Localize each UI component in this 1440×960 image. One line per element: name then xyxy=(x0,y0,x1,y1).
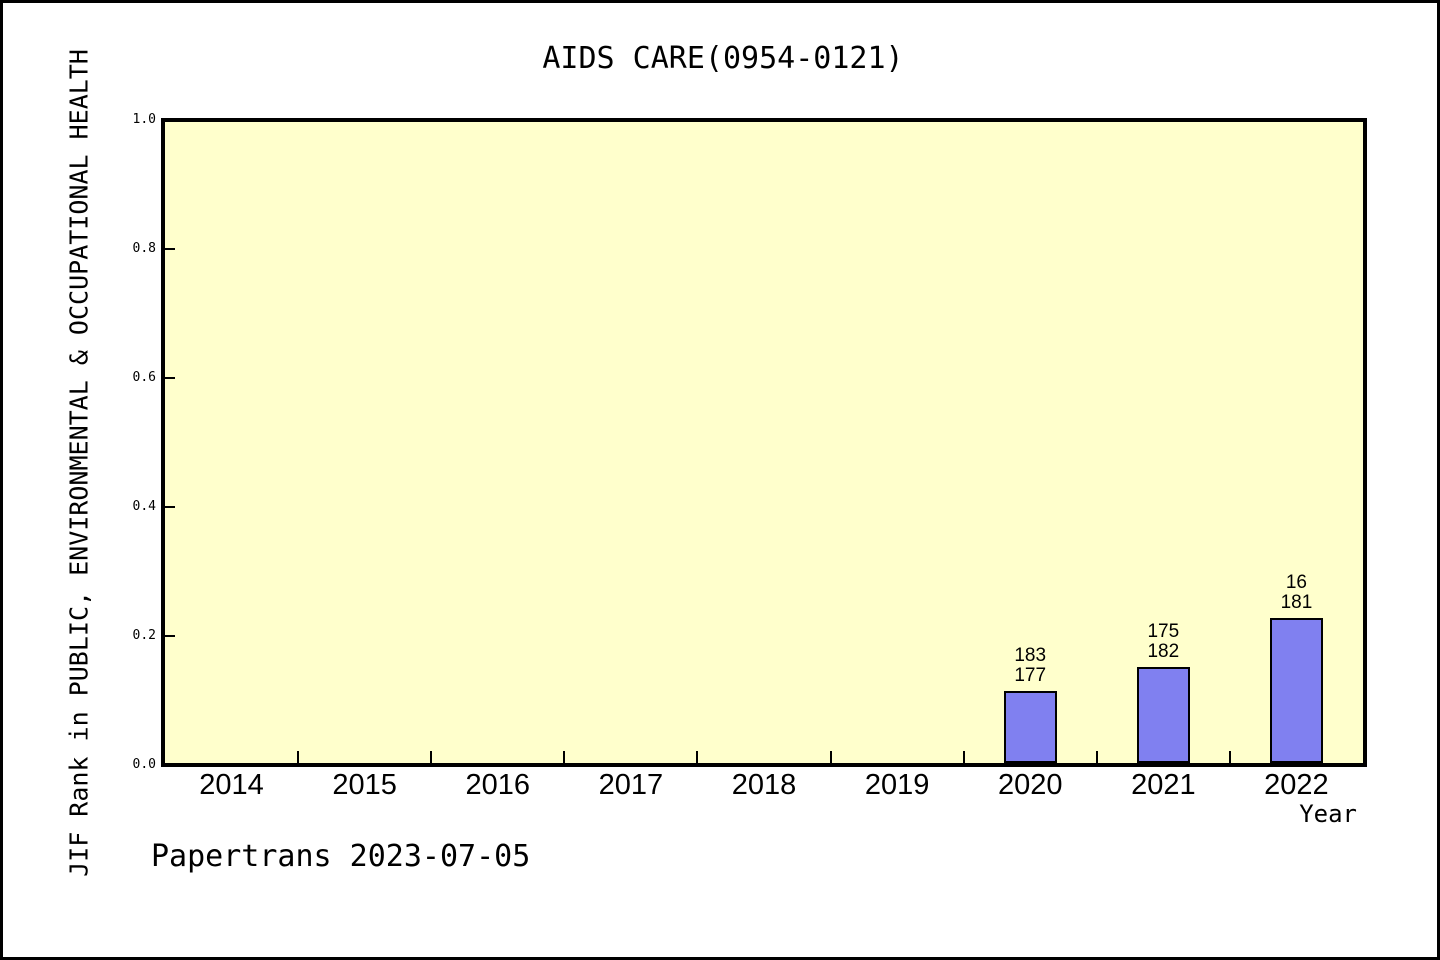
bar-value-line: 177 xyxy=(1014,664,1047,686)
bar-value-label-2020: 183 177 xyxy=(970,644,1090,686)
x-tick-mark xyxy=(696,751,699,763)
bar-value-line: 181 xyxy=(1280,591,1313,613)
x-tick-label-2016: 2016 xyxy=(465,769,531,801)
y-tick-mark xyxy=(165,248,175,250)
x-tick-mark xyxy=(829,751,832,763)
y-tick-label: 0.0 xyxy=(132,757,156,772)
x-tick-mark xyxy=(1095,751,1098,763)
x-tick-mark xyxy=(1228,751,1231,763)
y-tick-mark xyxy=(165,377,175,379)
y-tick-mark xyxy=(165,506,175,508)
y-tick-label: 0.4 xyxy=(132,499,156,514)
bar-value-line: 16 xyxy=(1285,571,1307,593)
watermark-date-text: Papertrans 2023-07-05 xyxy=(151,839,531,874)
y-tick-mark xyxy=(165,635,175,637)
y-tick-label: 0.6 xyxy=(132,370,156,385)
x-tick-mark xyxy=(563,751,566,763)
bar-2020 xyxy=(1003,690,1057,763)
x-tick-label-2014: 2014 xyxy=(199,769,264,801)
x-tick-label-2021: 2021 xyxy=(1131,769,1196,801)
x-tick-label-2015: 2015 xyxy=(332,769,397,801)
bar-value-label-2021: 175 182 xyxy=(1103,620,1223,662)
x-tick-label-2020: 2020 xyxy=(997,769,1063,801)
x-axis-title: Year xyxy=(1299,800,1357,828)
y-axis-label: JIF Rank in PUBLIC, ENVIRONMENTAL & OCCU… xyxy=(64,49,94,877)
y-tick-label: 1.0 xyxy=(132,112,156,127)
bar-value-line: 183 xyxy=(1014,644,1047,666)
plot-area xyxy=(161,118,1367,767)
y-tick-label: 0.2 xyxy=(132,628,156,643)
x-tick-label-2019: 2019 xyxy=(864,769,930,801)
x-tick-mark xyxy=(962,751,965,763)
x-tick-label-2022: 2022 xyxy=(1264,769,1329,801)
x-tick-label-2017: 2017 xyxy=(598,769,664,801)
x-tick-mark xyxy=(430,751,433,763)
x-tick-label-2018: 2018 xyxy=(731,769,797,801)
bar-value-line: 175 xyxy=(1147,620,1180,642)
chart-title: AIDS CARE(0954-0121) xyxy=(542,41,904,76)
y-tick-label: 0.8 xyxy=(132,241,156,256)
bar-value-label-2022: 16 181 xyxy=(1236,571,1356,613)
x-tick-mark xyxy=(297,751,300,763)
bar-2022 xyxy=(1269,617,1323,763)
bar-value-line: 182 xyxy=(1147,640,1180,662)
bar-2021 xyxy=(1136,666,1190,763)
